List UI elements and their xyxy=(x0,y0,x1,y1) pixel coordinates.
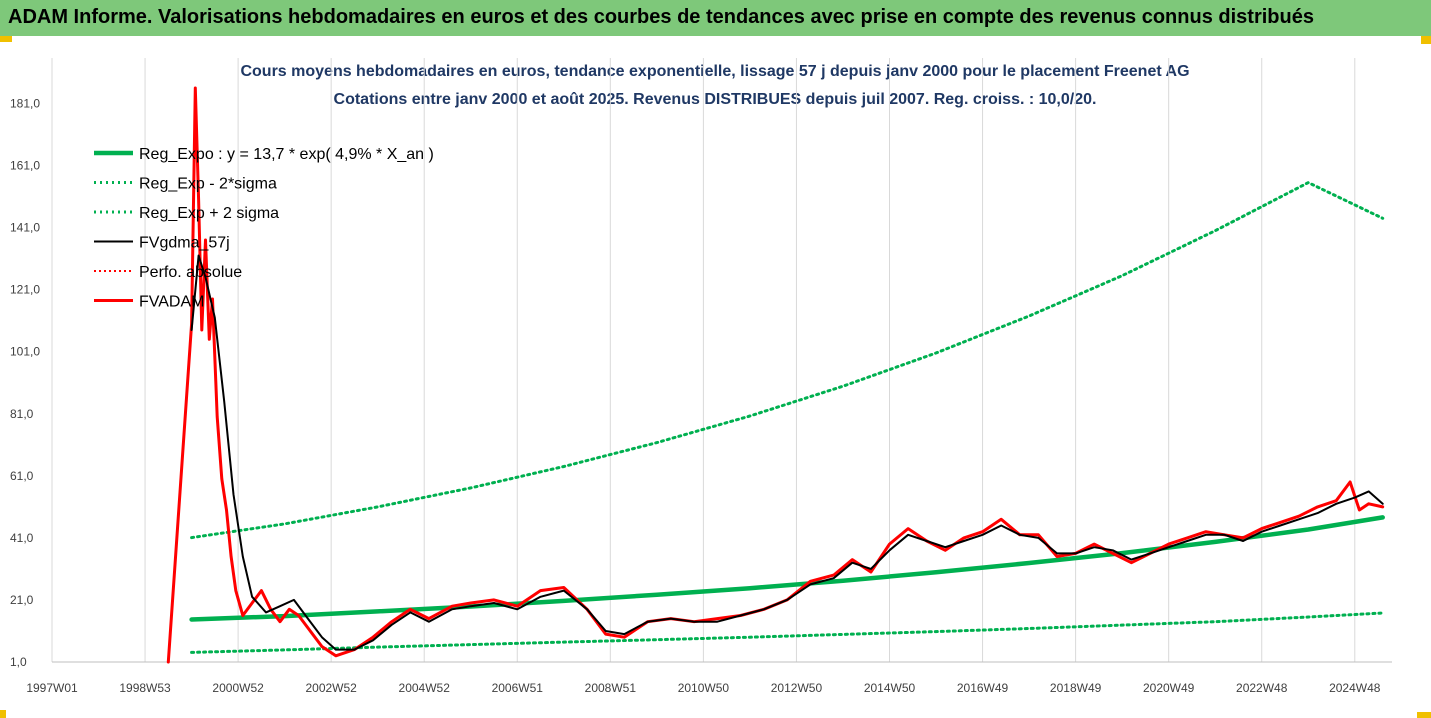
legend-label: Reg_Exp - 2*sigma xyxy=(139,176,277,193)
banner: ADAM Informe. Valorisations hebdomadaire… xyxy=(0,0,1431,36)
y-tick-label: 161,0 xyxy=(10,159,40,173)
y-tick-label: 141,0 xyxy=(10,221,40,235)
series-line-4 xyxy=(166,86,1385,664)
legend-label: FVADAM xyxy=(139,294,204,311)
x-tick-label: 2002W52 xyxy=(305,681,357,695)
y-tick-label: 121,0 xyxy=(10,283,40,297)
y-tick-label: 61,0 xyxy=(10,469,34,483)
legend-label: Perfo. absolue xyxy=(139,264,242,281)
legend-label: Reg_Expo : y = 13,7 * exp( 4,9% * X_an ) xyxy=(139,146,434,163)
chart-title-line2: Cotations entre janv 2000 et août 2025. … xyxy=(334,91,1097,108)
series-layer xyxy=(166,86,1385,664)
x-tick-label: 2006W51 xyxy=(492,681,544,695)
y-tick-label: 101,0 xyxy=(10,345,40,359)
x-tick-label: 2020W49 xyxy=(1143,681,1195,695)
series-line-3 xyxy=(190,254,1384,651)
x-tick-label: 2018W49 xyxy=(1050,681,1102,695)
legend: Reg_Expo : y = 13,7 * exp( 4,9% * X_an )… xyxy=(94,146,434,311)
legend-label: Reg_Exp + 2 sigma xyxy=(139,205,279,222)
y-tick-label: 21,0 xyxy=(10,593,34,607)
x-tick-label: 2008W51 xyxy=(585,681,637,695)
corner-marker-bottom-left xyxy=(0,710,6,718)
corner-marker-top-right xyxy=(1421,36,1431,44)
x-tick-label: 2014W50 xyxy=(864,681,916,695)
series-line-0 xyxy=(189,515,1385,622)
vertical-gridlines xyxy=(51,58,1356,662)
y-tick-label: 81,0 xyxy=(10,407,34,421)
legend-label: FVgdma_57j xyxy=(139,235,230,252)
x-tick-label: 2004W52 xyxy=(399,681,451,695)
y-tick-label: 41,0 xyxy=(10,531,34,545)
corner-marker-bottom-right xyxy=(1417,712,1431,718)
corner-marker-top-left xyxy=(0,36,12,42)
x-tick-label: 1997W01 xyxy=(26,681,78,695)
axes: 1997W01 1998W53 2000W52 2002W52 2004W52 2006W… xyxy=(10,97,1392,695)
x-tick-label: 1998W53 xyxy=(119,681,171,695)
x-tick-label: 2022W48 xyxy=(1236,681,1288,695)
x-tick-label: 2010W50 xyxy=(678,681,730,695)
y-tick-label: 1,0 xyxy=(10,655,27,669)
x-tick-label: 2012W50 xyxy=(771,681,823,695)
x-tick-label: 2024W48 xyxy=(1329,681,1381,695)
x-tick-label: 2000W52 xyxy=(212,681,264,695)
series-line-1 xyxy=(190,611,1385,654)
series-line-2 xyxy=(190,181,1385,540)
x-tick-label: 2016W49 xyxy=(957,681,1009,695)
y-tick-label: 181,0 xyxy=(10,97,40,111)
chart-title-line1: Cours moyens hebdomadaires en euros, ten… xyxy=(240,63,1189,80)
banner-title: ADAM Informe. Valorisations hebdomadaire… xyxy=(8,6,1314,28)
